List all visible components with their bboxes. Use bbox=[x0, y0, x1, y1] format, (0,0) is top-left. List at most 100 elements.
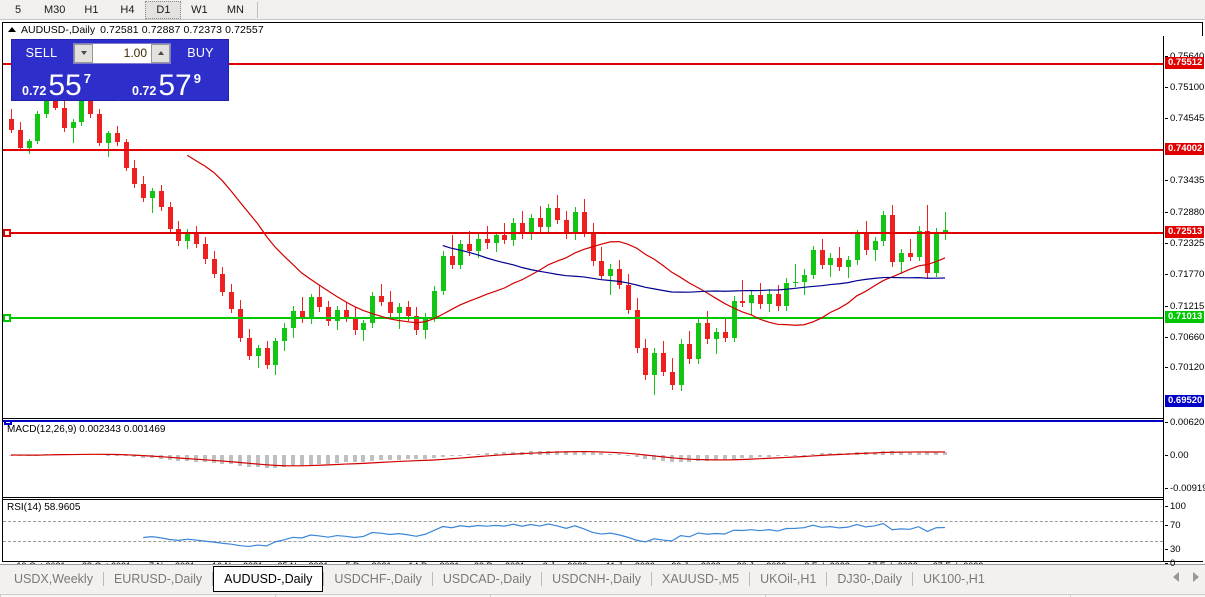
buy-button[interactable]: BUY bbox=[187, 46, 214, 60]
candle-body bbox=[652, 352, 658, 376]
price-tag-0.75512[interactable]: 0.75512 bbox=[1165, 57, 1205, 70]
level-drag-handle[interactable] bbox=[3, 229, 11, 238]
candle-body bbox=[423, 317, 429, 330]
sell-button[interactable]: SELL bbox=[25, 46, 58, 60]
chart-tab-usdchf--daily[interactable]: USDCHF-,Daily bbox=[334, 572, 422, 586]
price-tag-0.72513[interactable]: 0.72513 bbox=[1165, 226, 1205, 239]
candle-body bbox=[387, 301, 393, 314]
collapse-triangle-icon[interactable] bbox=[8, 27, 16, 32]
tab-separator bbox=[826, 572, 828, 586]
tick-mark-icon bbox=[1165, 242, 1168, 244]
chart-tab-ukoil--h1[interactable]: UKOil-,H1 bbox=[760, 572, 817, 586]
timeframe-button-h1[interactable]: H1 bbox=[84, 3, 99, 16]
price-level-line[interactable] bbox=[3, 229, 1163, 238]
chart-tab-uk100--h1[interactable]: UK100-,H1 bbox=[922, 572, 985, 586]
scale-label: -0.00919 bbox=[1170, 483, 1205, 494]
tab-separator bbox=[323, 572, 325, 586]
price-scale[interactable]: 0.75640 0.75100 0.74545 0.73435 0.72880 0.723… bbox=[1163, 36, 1205, 569]
candle-wick bbox=[848, 255, 850, 279]
macd-histogram-bar bbox=[476, 453, 480, 455]
macd-label: MACD(12,26,9) 0.002343 0.001469 bbox=[7, 424, 166, 435]
scroll-right-icon[interactable] bbox=[1193, 572, 1199, 582]
candle-body bbox=[581, 211, 587, 232]
macd-histogram-bar bbox=[370, 455, 375, 462]
timeframe-toolbar: 5 M30 H1 H4 D1 W1 MN bbox=[0, 0, 1205, 20]
buy-price-big: 57 bbox=[158, 69, 192, 102]
sell-price-display[interactable]: 0.72 55 7 bbox=[13, 66, 119, 101]
macd-histogram-bar bbox=[555, 450, 560, 455]
chart-tab-xauusd--m5[interactable]: XAUUSD-,M5 bbox=[661, 572, 740, 586]
one-click-trade-panel[interactable]: SELL 1.00 BUY 0.72 55 7 0.72 57 9 bbox=[11, 39, 229, 101]
tick-mark-icon bbox=[1165, 211, 1168, 213]
chevron-up-icon bbox=[157, 51, 164, 55]
scroll-left-icon[interactable] bbox=[1173, 572, 1179, 582]
chart-symbol-label: AUDUSD-,Daily bbox=[21, 23, 96, 36]
candle-body bbox=[379, 296, 385, 302]
price-level-line[interactable] bbox=[3, 63, 1163, 66]
candle-body bbox=[828, 257, 834, 265]
price-level-line[interactable] bbox=[3, 313, 1163, 322]
tab-scroll-arrows[interactable] bbox=[1173, 572, 1199, 582]
macd-histogram-bar bbox=[405, 455, 410, 460]
candle-body bbox=[26, 140, 32, 148]
timeframe-button-d1[interactable]: D1 bbox=[145, 0, 182, 19]
chart-tab-eurusd--daily[interactable]: EURUSD-,Daily bbox=[113, 572, 203, 586]
candle-body bbox=[35, 113, 41, 141]
tab-separator bbox=[541, 572, 543, 586]
tick-mark-icon bbox=[1165, 488, 1168, 489]
macd-histogram-bar bbox=[387, 455, 392, 461]
price-level-line[interactable] bbox=[3, 148, 1163, 151]
buy-price-display[interactable]: 0.72 57 9 bbox=[123, 66, 229, 101]
macd-histogram-bar bbox=[625, 455, 630, 456]
chart-tab-dj30--daily[interactable]: DJ30-,Daily bbox=[837, 572, 902, 586]
timeframe-button-m30[interactable]: M30 bbox=[44, 3, 66, 16]
macd-histogram-bar bbox=[810, 453, 815, 455]
candle-body bbox=[361, 323, 367, 330]
price-tick-label: 0.71215 bbox=[1170, 300, 1205, 312]
timeframe-button-mn[interactable]: MN bbox=[226, 3, 244, 16]
level-drag-handle[interactable] bbox=[4, 422, 12, 425]
macd-histogram-bar bbox=[361, 455, 366, 462]
price-tag-0.71013[interactable]: 0.71013 bbox=[1165, 310, 1205, 323]
chart-tab-usdcnh--daily[interactable]: USDCNH-,Daily bbox=[552, 572, 641, 586]
volume-stepper[interactable]: 1.00 bbox=[73, 42, 171, 64]
volume-input[interactable]: 1.00 bbox=[123, 46, 147, 60]
candle-body bbox=[246, 337, 252, 356]
candle-wick bbox=[469, 230, 471, 256]
price-tick-label: 0.72880 bbox=[1170, 206, 1205, 218]
chart-tab-usdx-weekly[interactable]: USDX,Weekly bbox=[14, 572, 93, 586]
candle-body bbox=[396, 307, 402, 314]
candle-wick bbox=[107, 130, 109, 157]
macd-histogram-bar bbox=[511, 451, 516, 455]
candle-body bbox=[925, 230, 931, 273]
candle-body bbox=[229, 291, 235, 309]
candle-body bbox=[238, 308, 244, 338]
tick-mark-icon bbox=[1165, 506, 1168, 507]
price-tag-0.69520[interactable]: 0.69520 bbox=[1165, 394, 1205, 407]
chart-tab-audusd--daily[interactable]: AUDUSD-,Daily bbox=[213, 566, 324, 592]
candle-body bbox=[141, 183, 147, 199]
price-tick: 0.73435 bbox=[1164, 175, 1204, 186]
timeframe-button-h4[interactable]: H4 bbox=[120, 3, 135, 16]
volume-increase-button[interactable] bbox=[151, 43, 170, 63]
macd-histogram-bar bbox=[608, 453, 613, 455]
macd-pane[interactable]: MACD(12,26,9) 0.002343 0.001469 bbox=[3, 420, 1163, 498]
level-drag-handle[interactable] bbox=[3, 313, 11, 322]
macd-histogram-bar bbox=[335, 455, 340, 463]
timeframe-button-w1[interactable]: W1 bbox=[191, 3, 208, 16]
volume-decrease-button[interactable] bbox=[74, 43, 93, 63]
candle-body bbox=[740, 300, 746, 303]
rsi-pane[interactable]: RSI(14) 58.9605 bbox=[3, 499, 1163, 561]
tab-bar-notch bbox=[490, 594, 491, 597]
candle-body bbox=[17, 130, 23, 148]
candle-body bbox=[88, 97, 94, 114]
macd-histogram-bar bbox=[326, 455, 331, 464]
chart-tab-bar[interactable]: USDX,Weekly EURUSD-,Daily AUDUSD-,Daily USD… bbox=[0, 564, 1205, 597]
timeframe-button-5[interactable]: 5 bbox=[14, 3, 22, 16]
tab-separator bbox=[749, 572, 751, 586]
chart-tab-usdcad--daily[interactable]: USDCAD-,Daily bbox=[442, 572, 532, 586]
price-tag-0.74002[interactable]: 0.74002 bbox=[1165, 142, 1205, 155]
tick-mark-icon bbox=[1165, 117, 1168, 119]
macd-histogram-bar bbox=[925, 452, 930, 455]
chart-window[interactable]: AUDUSD-,Daily 0.72581 0.72887 0.72373 0.… bbox=[2, 22, 1205, 571]
